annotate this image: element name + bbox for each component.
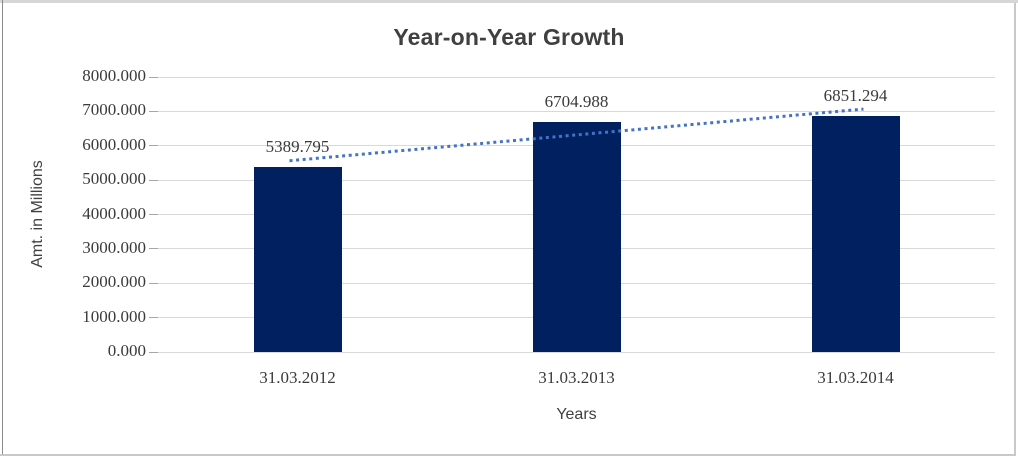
y-axis-tick-label: 7000.000 bbox=[82, 100, 146, 120]
x-axis-tick-label: 31.03.2012 bbox=[259, 368, 336, 387]
bar-31.03.2013 bbox=[532, 121, 621, 352]
y-axis-tick-label: 1000.000 bbox=[82, 306, 146, 326]
plot-area bbox=[158, 76, 995, 353]
trendline-dotted bbox=[289, 107, 864, 163]
y-axis-tick-label: 8000.000 bbox=[82, 66, 146, 85]
frame-border-top bbox=[0, 0, 1018, 3]
bar-31.03.2012 bbox=[253, 166, 342, 352]
y-axis-tick-mark bbox=[149, 76, 158, 78]
frame-border-right bbox=[1014, 3, 1016, 455]
y-axis-tick-label: 0.000 bbox=[107, 341, 146, 360]
y-axis-tick-mark bbox=[149, 145, 158, 147]
y-axis-tick-label: 5000.000 bbox=[82, 169, 146, 189]
bar-data-label: 6851.294 bbox=[823, 86, 888, 106]
bar-data-label: 5389.795 bbox=[265, 136, 330, 156]
x-axis-tick-label: 31.03.2013 bbox=[538, 368, 615, 387]
y-axis-tick-label: 2000.000 bbox=[82, 272, 146, 292]
y-axis-tick-mark bbox=[149, 351, 158, 353]
frame-border-left bbox=[2, 0, 3, 455]
x-axis-title: Years bbox=[556, 406, 597, 423]
y-axis-tick-mark bbox=[149, 214, 158, 215]
frame-border-bottom bbox=[0, 454, 1016, 456]
y-axis-tick-mark bbox=[149, 317, 158, 319]
gridline bbox=[158, 110, 995, 112]
gridline bbox=[158, 76, 995, 78]
y-axis-tick-mark bbox=[149, 110, 158, 112]
y-axis-tick-label: 4000.000 bbox=[82, 203, 146, 223]
y-axis-tick-label: 6000.000 bbox=[82, 134, 146, 154]
y-axis-tick-mark bbox=[149, 248, 158, 250]
x-axis-tick-label: 31.03.2014 bbox=[817, 368, 894, 387]
y-axis-tick-mark bbox=[149, 282, 158, 284]
y-axis-tick-label: 3000.000 bbox=[82, 237, 146, 257]
gridline bbox=[158, 351, 995, 353]
bar-31.03.2014 bbox=[811, 116, 900, 352]
chart-title: Year-on-Year Growth bbox=[393, 24, 625, 50]
y-axis-tick-mark bbox=[149, 179, 158, 181]
bar-data-label: 6704.988 bbox=[544, 91, 609, 111]
